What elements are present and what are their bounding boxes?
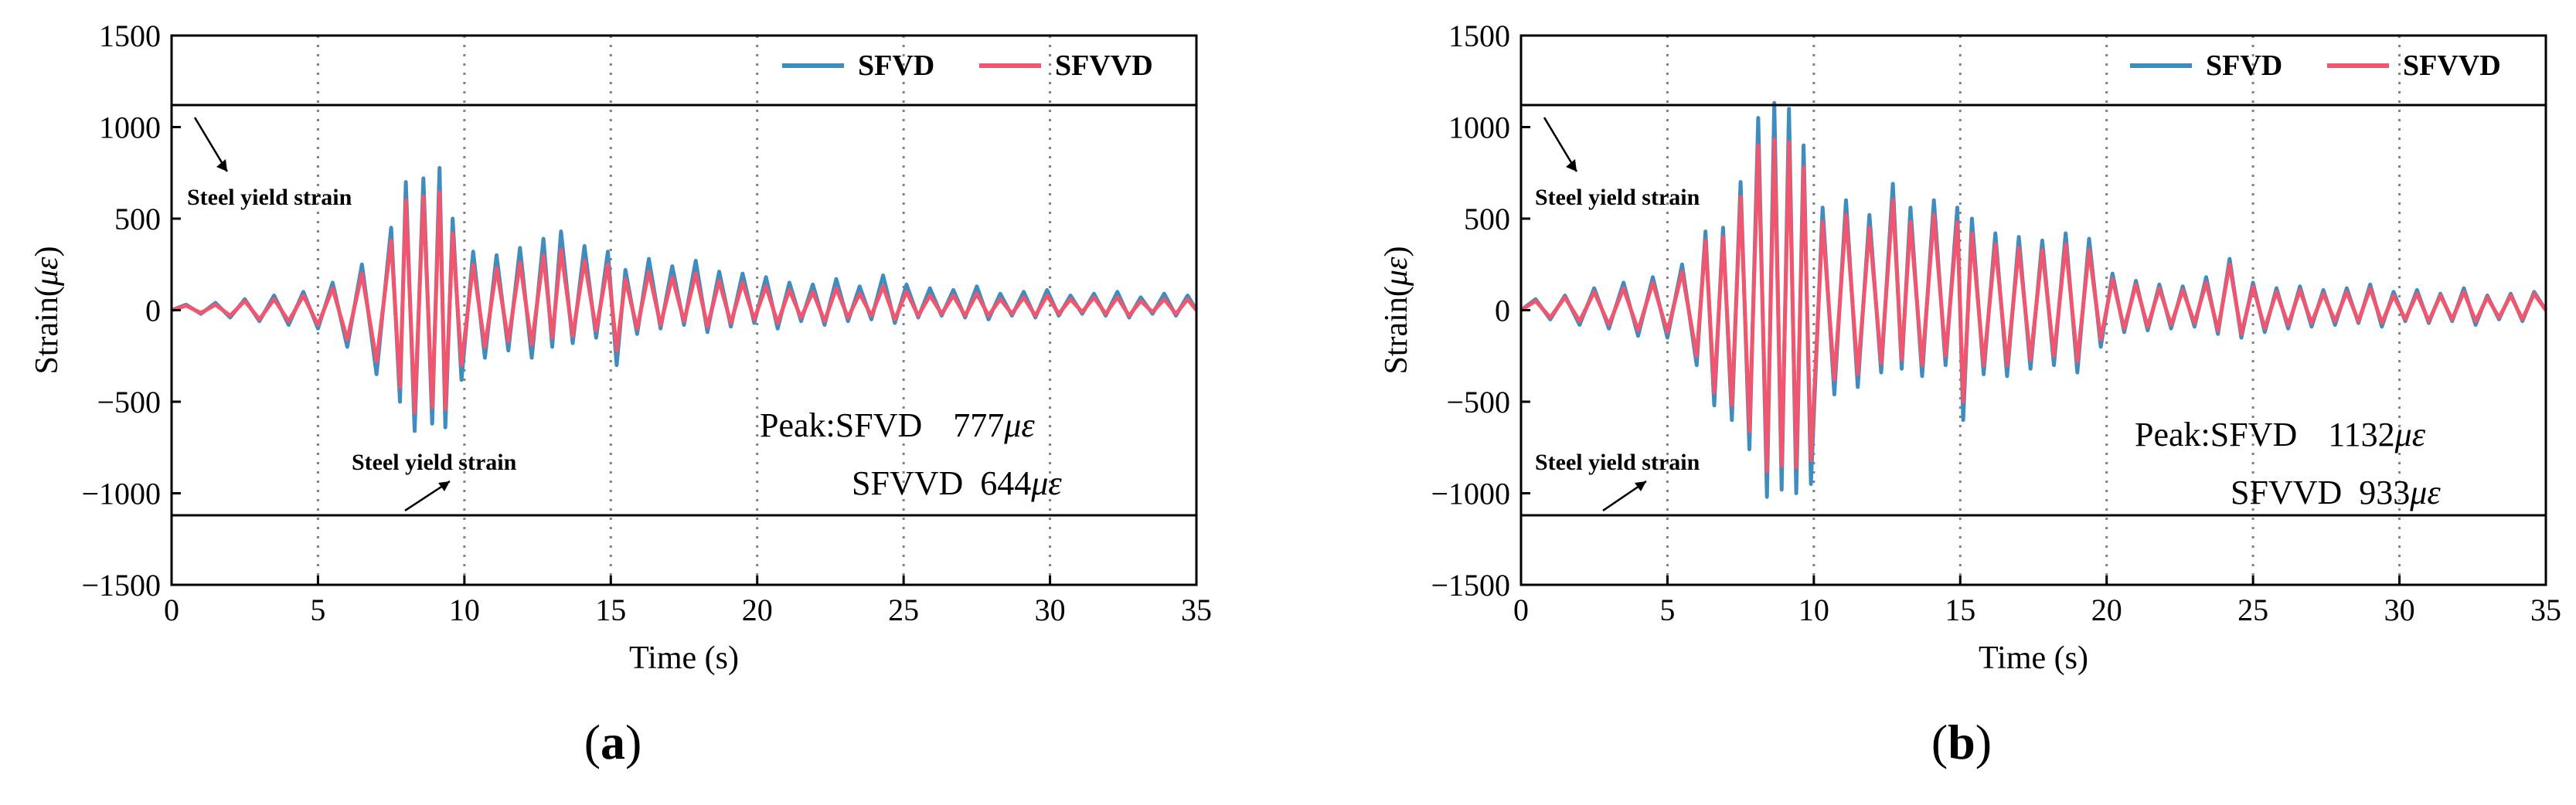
- y-tick-label: −1000: [81, 477, 161, 511]
- legend-label-sfvvd: SFVVD: [1055, 49, 1153, 82]
- x-axis-title: Time (s): [1979, 640, 2088, 676]
- y-axis-title: Strain(με): [1379, 246, 1414, 375]
- x-axis-title: Time (s): [629, 640, 739, 676]
- y-tick-label: 500: [114, 202, 161, 236]
- y-tick-label: 500: [1464, 202, 1510, 236]
- x-tick-label: 25: [888, 593, 919, 627]
- y-axis-title: Strain(με): [29, 246, 65, 375]
- x-tick-label: 0: [1513, 593, 1529, 627]
- peak-value: 644: [980, 464, 1031, 502]
- yield-label-lower: Steel yield strain: [352, 450, 517, 475]
- y-tick-label: −1500: [1431, 568, 1510, 603]
- peak-name: SFVD: [2210, 416, 2298, 453]
- peak-annotation-sfvd: Peak:SFVD 1132με: [2135, 416, 2426, 453]
- y-axis-title-symbol: με: [1379, 256, 1414, 287]
- legend-label-sfvd: SFVD: [2206, 49, 2282, 82]
- peak-annotation-sfvvd: SFVVD 933με: [2231, 474, 2441, 511]
- x-tick-label: 30: [1035, 593, 1066, 627]
- yield-arrowhead-lower: [438, 481, 450, 491]
- series-line-sfvvd: [1519, 137, 2548, 474]
- x-tick-label: 10: [1798, 593, 1829, 627]
- peak-unit: με: [2409, 474, 2441, 511]
- y-tick-label: 1500: [99, 19, 161, 53]
- peak-value: 933: [2359, 474, 2410, 511]
- panel-label: (a): [584, 715, 642, 769]
- peak-name: SFVVD: [852, 464, 963, 502]
- x-tick-label: 15: [595, 593, 626, 627]
- peak-annotation-sfvvd: SFVVD 644με: [852, 464, 1062, 502]
- peak-unit: με: [2394, 416, 2426, 453]
- panel-paren-close: ): [1975, 715, 1992, 769]
- y-tick-label: −1500: [81, 568, 161, 603]
- series-line-sfvvd: [171, 190, 1198, 415]
- x-tick-label: 20: [2091, 593, 2122, 627]
- y-tick-label: 1000: [1448, 110, 1510, 145]
- peak-unit: με: [1003, 406, 1035, 444]
- yield-label-upper: Steel yield strain: [187, 185, 352, 210]
- y-tick-label: −500: [1446, 385, 1510, 419]
- panel-paren-open: (: [584, 715, 601, 769]
- x-tick-label: 30: [2384, 593, 2415, 627]
- y-axis-title-prefix: Strain(: [1379, 286, 1414, 374]
- legend-label-sfvd: SFVD: [858, 49, 934, 82]
- peak-unit: με: [1030, 464, 1062, 502]
- x-tick-label: 0: [164, 593, 179, 627]
- y-tick-label: −1000: [1431, 477, 1510, 511]
- legend: SFVD SFVVD: [2130, 49, 2501, 82]
- peak-value: 777: [953, 406, 1004, 444]
- y-axis-title-suffix: ): [29, 246, 65, 257]
- yield-arrowhead-upper: [1566, 159, 1577, 172]
- y-tick-label: 1500: [1448, 19, 1510, 53]
- yield-arrowhead-upper: [216, 159, 227, 172]
- x-tick-label: 35: [1181, 593, 1212, 627]
- y-axis-title-symbol: με: [29, 256, 65, 287]
- y-axis-title-suffix: ): [1379, 246, 1414, 257]
- peak-name: SFVVD: [2231, 474, 2342, 511]
- series-line-sfvd: [1519, 100, 2548, 499]
- peak-prefix: Peak:: [2135, 416, 2210, 453]
- x-tick-label: 25: [2237, 593, 2268, 627]
- x-tick-label: 35: [2530, 593, 2561, 627]
- legend-label-sfvvd: SFVVD: [2403, 49, 2501, 82]
- y-tick-label: 0: [1495, 294, 1510, 328]
- chart-panel-a: Steel yield strain Steel yield strain 0 5 10…: [29, 19, 1212, 769]
- peak-value: 1132: [2328, 416, 2394, 453]
- y-tick-label: −500: [97, 385, 161, 419]
- peak-name: SFVD: [835, 406, 923, 444]
- peak-prefix: Peak:: [760, 406, 835, 444]
- y-tick-label: 0: [145, 294, 161, 328]
- chart-panel-b: Steel yield strain Steel yield strain 0 5 10…: [1379, 19, 2561, 769]
- yield-arrowhead-lower: [1635, 481, 1646, 491]
- panel-letter: b: [1948, 715, 1975, 769]
- legend: SFVD SFVVD: [782, 49, 1153, 82]
- x-tick-label: 10: [449, 593, 480, 627]
- x-tick-label: 15: [1945, 593, 1975, 627]
- panel-label: (b): [1931, 715, 1992, 769]
- y-tick-label: 1000: [99, 110, 161, 145]
- panel-paren-open: (: [1931, 715, 1948, 769]
- yield-label-upper: Steel yield strain: [1535, 185, 1700, 210]
- panel-paren-close: ): [625, 715, 641, 769]
- x-tick-label: 5: [310, 593, 325, 627]
- peak-annotation-sfvd: Peak:SFVD 777με: [760, 406, 1035, 444]
- panel-letter: a: [601, 715, 625, 769]
- yield-label-lower: Steel yield strain: [1535, 450, 1700, 475]
- x-tick-label: 5: [1659, 593, 1675, 627]
- x-tick-label: 20: [742, 593, 773, 627]
- y-axis-title-prefix: Strain(: [29, 286, 65, 374]
